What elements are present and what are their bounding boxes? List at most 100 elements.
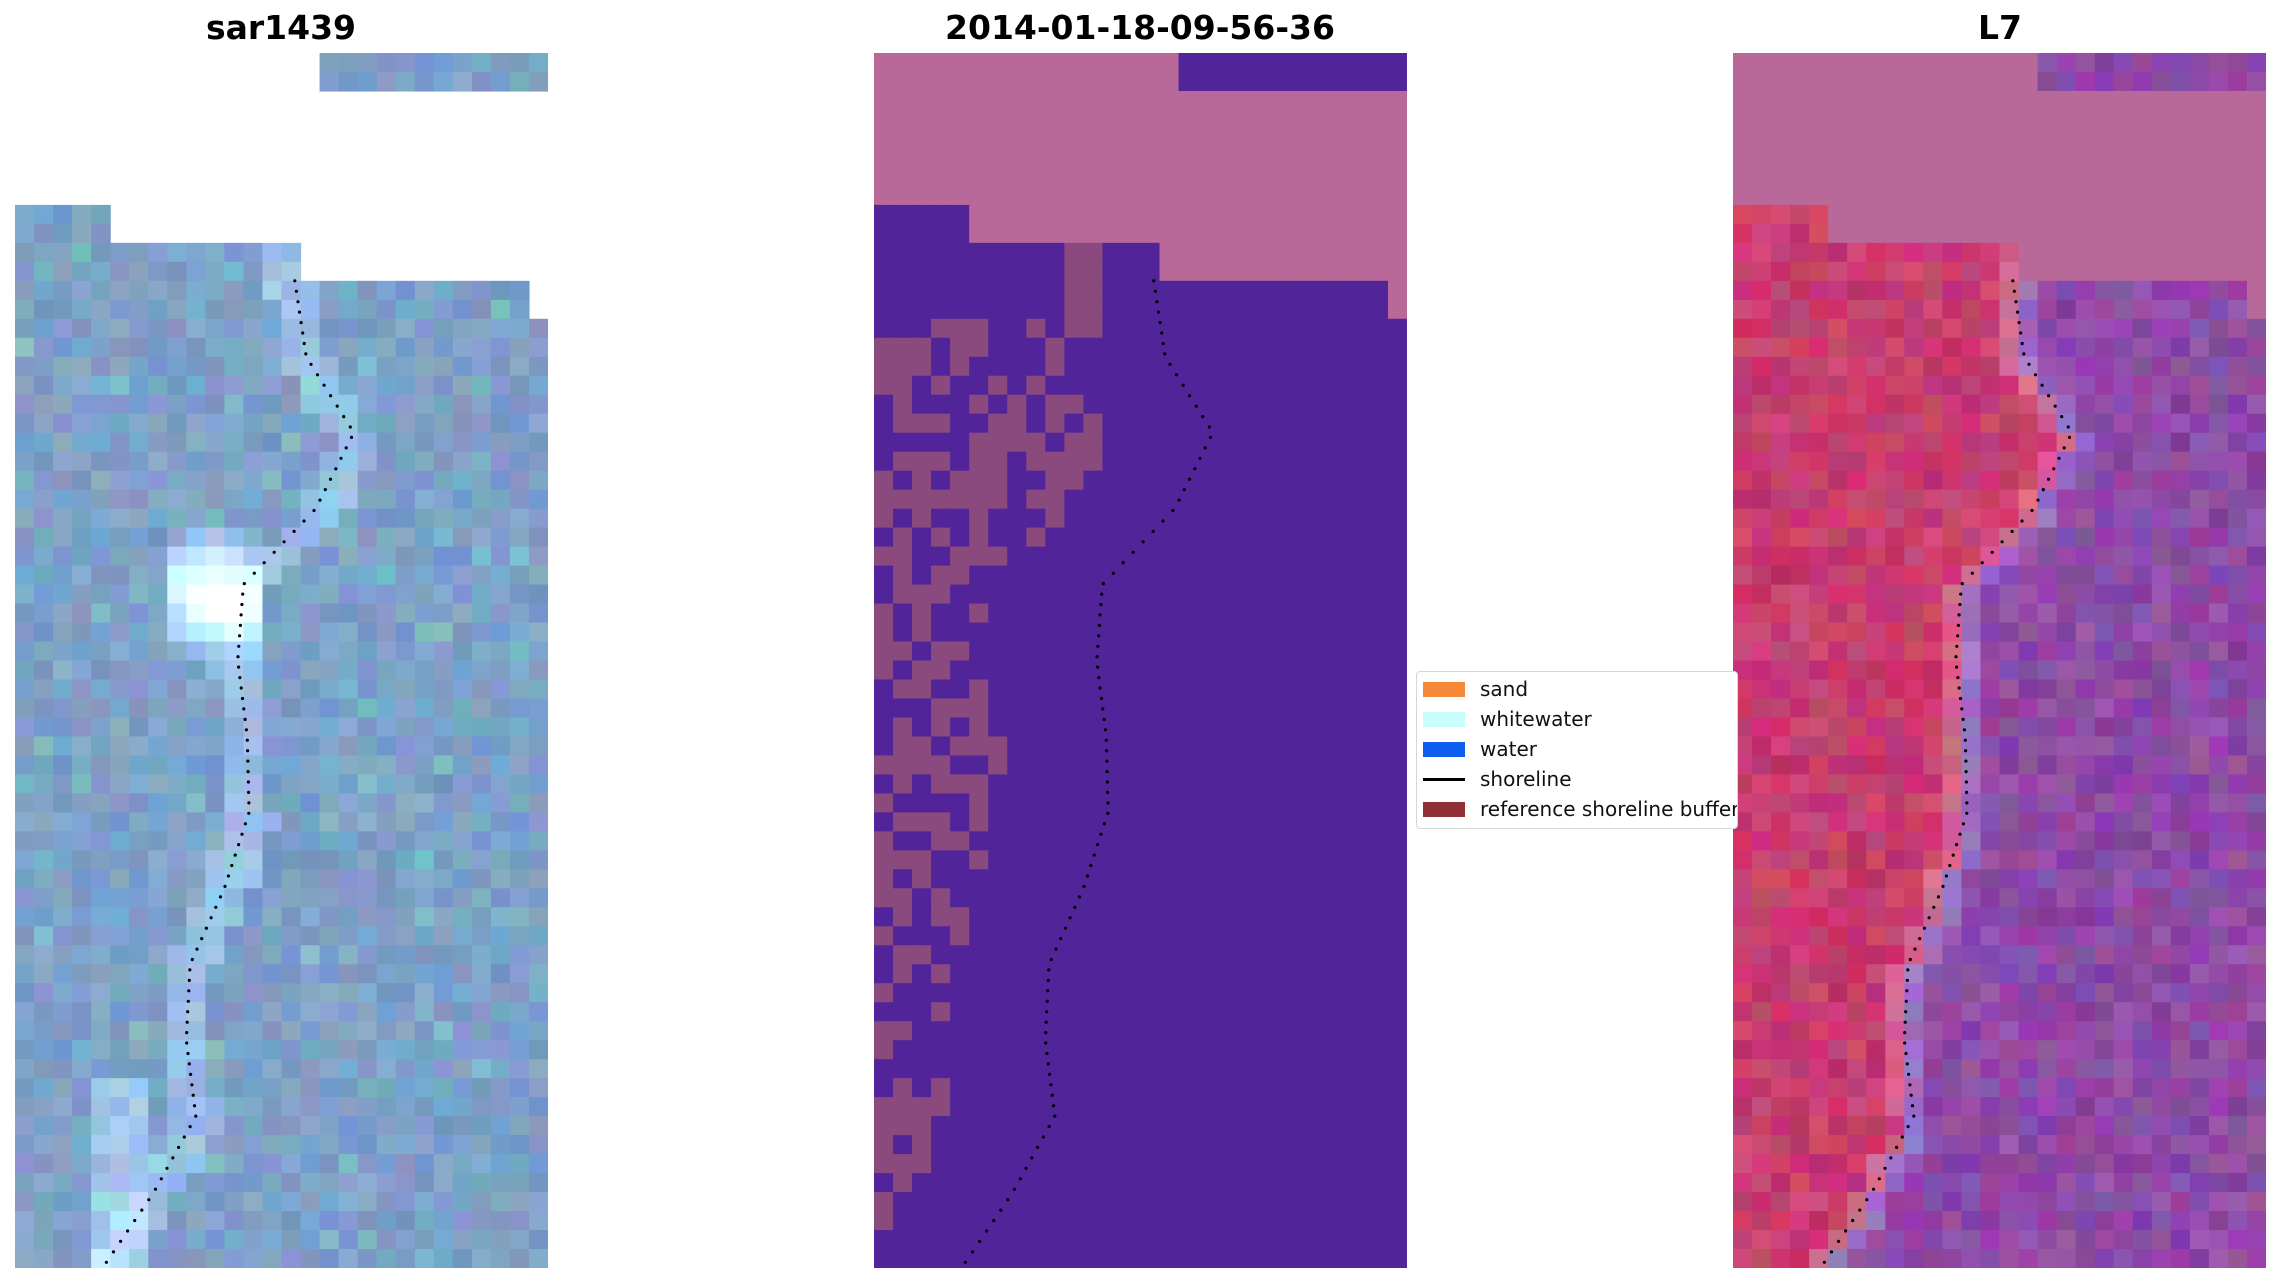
class-pixel <box>893 185 913 206</box>
rgb-pixel <box>395 375 416 396</box>
rgb-pixel <box>243 280 264 301</box>
rgb-pixel <box>433 831 454 851</box>
class-pixel <box>1140 489 1161 510</box>
l7-pixel <box>1828 622 1848 643</box>
rgb-pixel <box>110 280 130 301</box>
rgb-pixel <box>186 299 206 320</box>
class-pixel <box>1292 318 1313 339</box>
class-pixel <box>1311 983 1332 1003</box>
rgb-pixel <box>110 698 130 719</box>
class-pixel <box>1140 641 1161 662</box>
l7-pixel <box>2246 356 2266 377</box>
rgb-pixel <box>15 356 35 377</box>
rgb-pixel <box>148 565 168 586</box>
class-pixel <box>912 71 932 92</box>
rgb-pixel <box>91 755 111 775</box>
l7-pixel <box>1980 489 2001 510</box>
l7-pixel <box>2094 1040 2115 1060</box>
class-pixel <box>893 926 913 946</box>
class-pixel <box>1235 546 1256 567</box>
class-pixel <box>1026 565 1046 586</box>
class-pixel <box>1311 641 1332 662</box>
rgb-pixel <box>433 1002 454 1022</box>
rgb-pixel <box>205 394 225 415</box>
l7-pixel <box>2246 603 2266 624</box>
rgb-pixel <box>262 755 283 775</box>
l7-pixel <box>2132 71 2153 92</box>
class-pixel <box>893 1002 913 1022</box>
rgb-pixel <box>53 622 73 643</box>
rgb-pixel <box>34 1211 54 1231</box>
class-pixel <box>893 451 913 472</box>
l7-pixel <box>2246 489 2266 510</box>
rgb-pixel <box>186 1211 206 1231</box>
class-pixel <box>893 280 913 301</box>
rgb-pixel <box>319 1097 340 1117</box>
rgb-pixel <box>376 394 397 415</box>
rgb-pixel <box>281 508 302 529</box>
shoreline-point <box>963 1260 967 1264</box>
l7-pixel <box>1942 850 1963 870</box>
class-pixel <box>1121 527 1142 548</box>
rgb-pixel <box>167 1040 187 1060</box>
class-pixel <box>1330 147 1351 168</box>
rgb-pixel <box>91 584 111 605</box>
l7-pixel <box>2056 375 2077 396</box>
rgb-pixel <box>433 1097 454 1117</box>
l7-pixel <box>2170 451 2191 472</box>
l7-pixel <box>2246 1021 2266 1041</box>
rgb-pixel <box>319 831 340 851</box>
rgb-pixel <box>243 622 264 643</box>
shoreline-point <box>1101 707 1105 711</box>
l7-pixel <box>2246 71 2266 92</box>
class-pixel <box>874 660 894 681</box>
class-pixel <box>1045 356 1065 377</box>
l7-pixel <box>2246 717 2266 738</box>
l7-pixel <box>2056 926 2077 946</box>
rgb-pixel <box>167 508 187 529</box>
l7-pixel <box>1999 812 2020 832</box>
l7-pixel <box>1771 869 1791 889</box>
class-pixel <box>1045 926 1065 946</box>
class-pixel <box>893 1154 913 1174</box>
l7-pixel <box>1904 508 1924 529</box>
l7-pixel <box>2113 318 2134 339</box>
l7-pixel <box>2227 128 2248 149</box>
class-pixel <box>1349 1002 1370 1022</box>
class-pixel <box>1349 1192 1370 1212</box>
class-pixel <box>1235 413 1256 434</box>
l7-pixel <box>1809 261 1829 282</box>
class-pixel <box>874 717 894 738</box>
rgb-pixel <box>357 1040 378 1060</box>
rgb-pixel <box>167 261 187 282</box>
rgb-pixel <box>433 546 454 567</box>
rgb-pixel <box>186 926 206 946</box>
l7-pixel <box>2075 280 2096 301</box>
class-pixel <box>1197 641 1218 662</box>
rgb-pixel <box>167 280 187 301</box>
l7-pixel <box>1790 489 1810 510</box>
l7-pixel <box>1752 736 1772 757</box>
l7-pixel <box>1923 584 1943 605</box>
l7-pixel <box>2113 394 2134 415</box>
class-pixel <box>1159 489 1180 510</box>
class-pixel <box>988 489 1008 510</box>
rgb-pixel <box>509 812 530 832</box>
class-pixel <box>1216 1116 1237 1136</box>
rgb-pixel <box>224 641 245 662</box>
class-pixel <box>969 318 989 339</box>
rgb-pixel <box>490 565 511 586</box>
rgb-pixel <box>186 242 206 263</box>
class-pixel <box>1064 71 1084 92</box>
l7-pixel <box>1828 204 1848 225</box>
l7-pixel <box>1999 508 2020 529</box>
class-pixel <box>931 812 951 832</box>
class-pixel <box>1102 1002 1123 1022</box>
class-pixel <box>1349 432 1370 453</box>
rgb-pixel <box>433 641 454 662</box>
rgb-pixel <box>167 1211 187 1231</box>
l7-pixel <box>1771 394 1791 415</box>
shoreline-point <box>246 780 250 784</box>
class-pixel <box>1273 261 1294 282</box>
rgb-pixel <box>224 774 245 794</box>
